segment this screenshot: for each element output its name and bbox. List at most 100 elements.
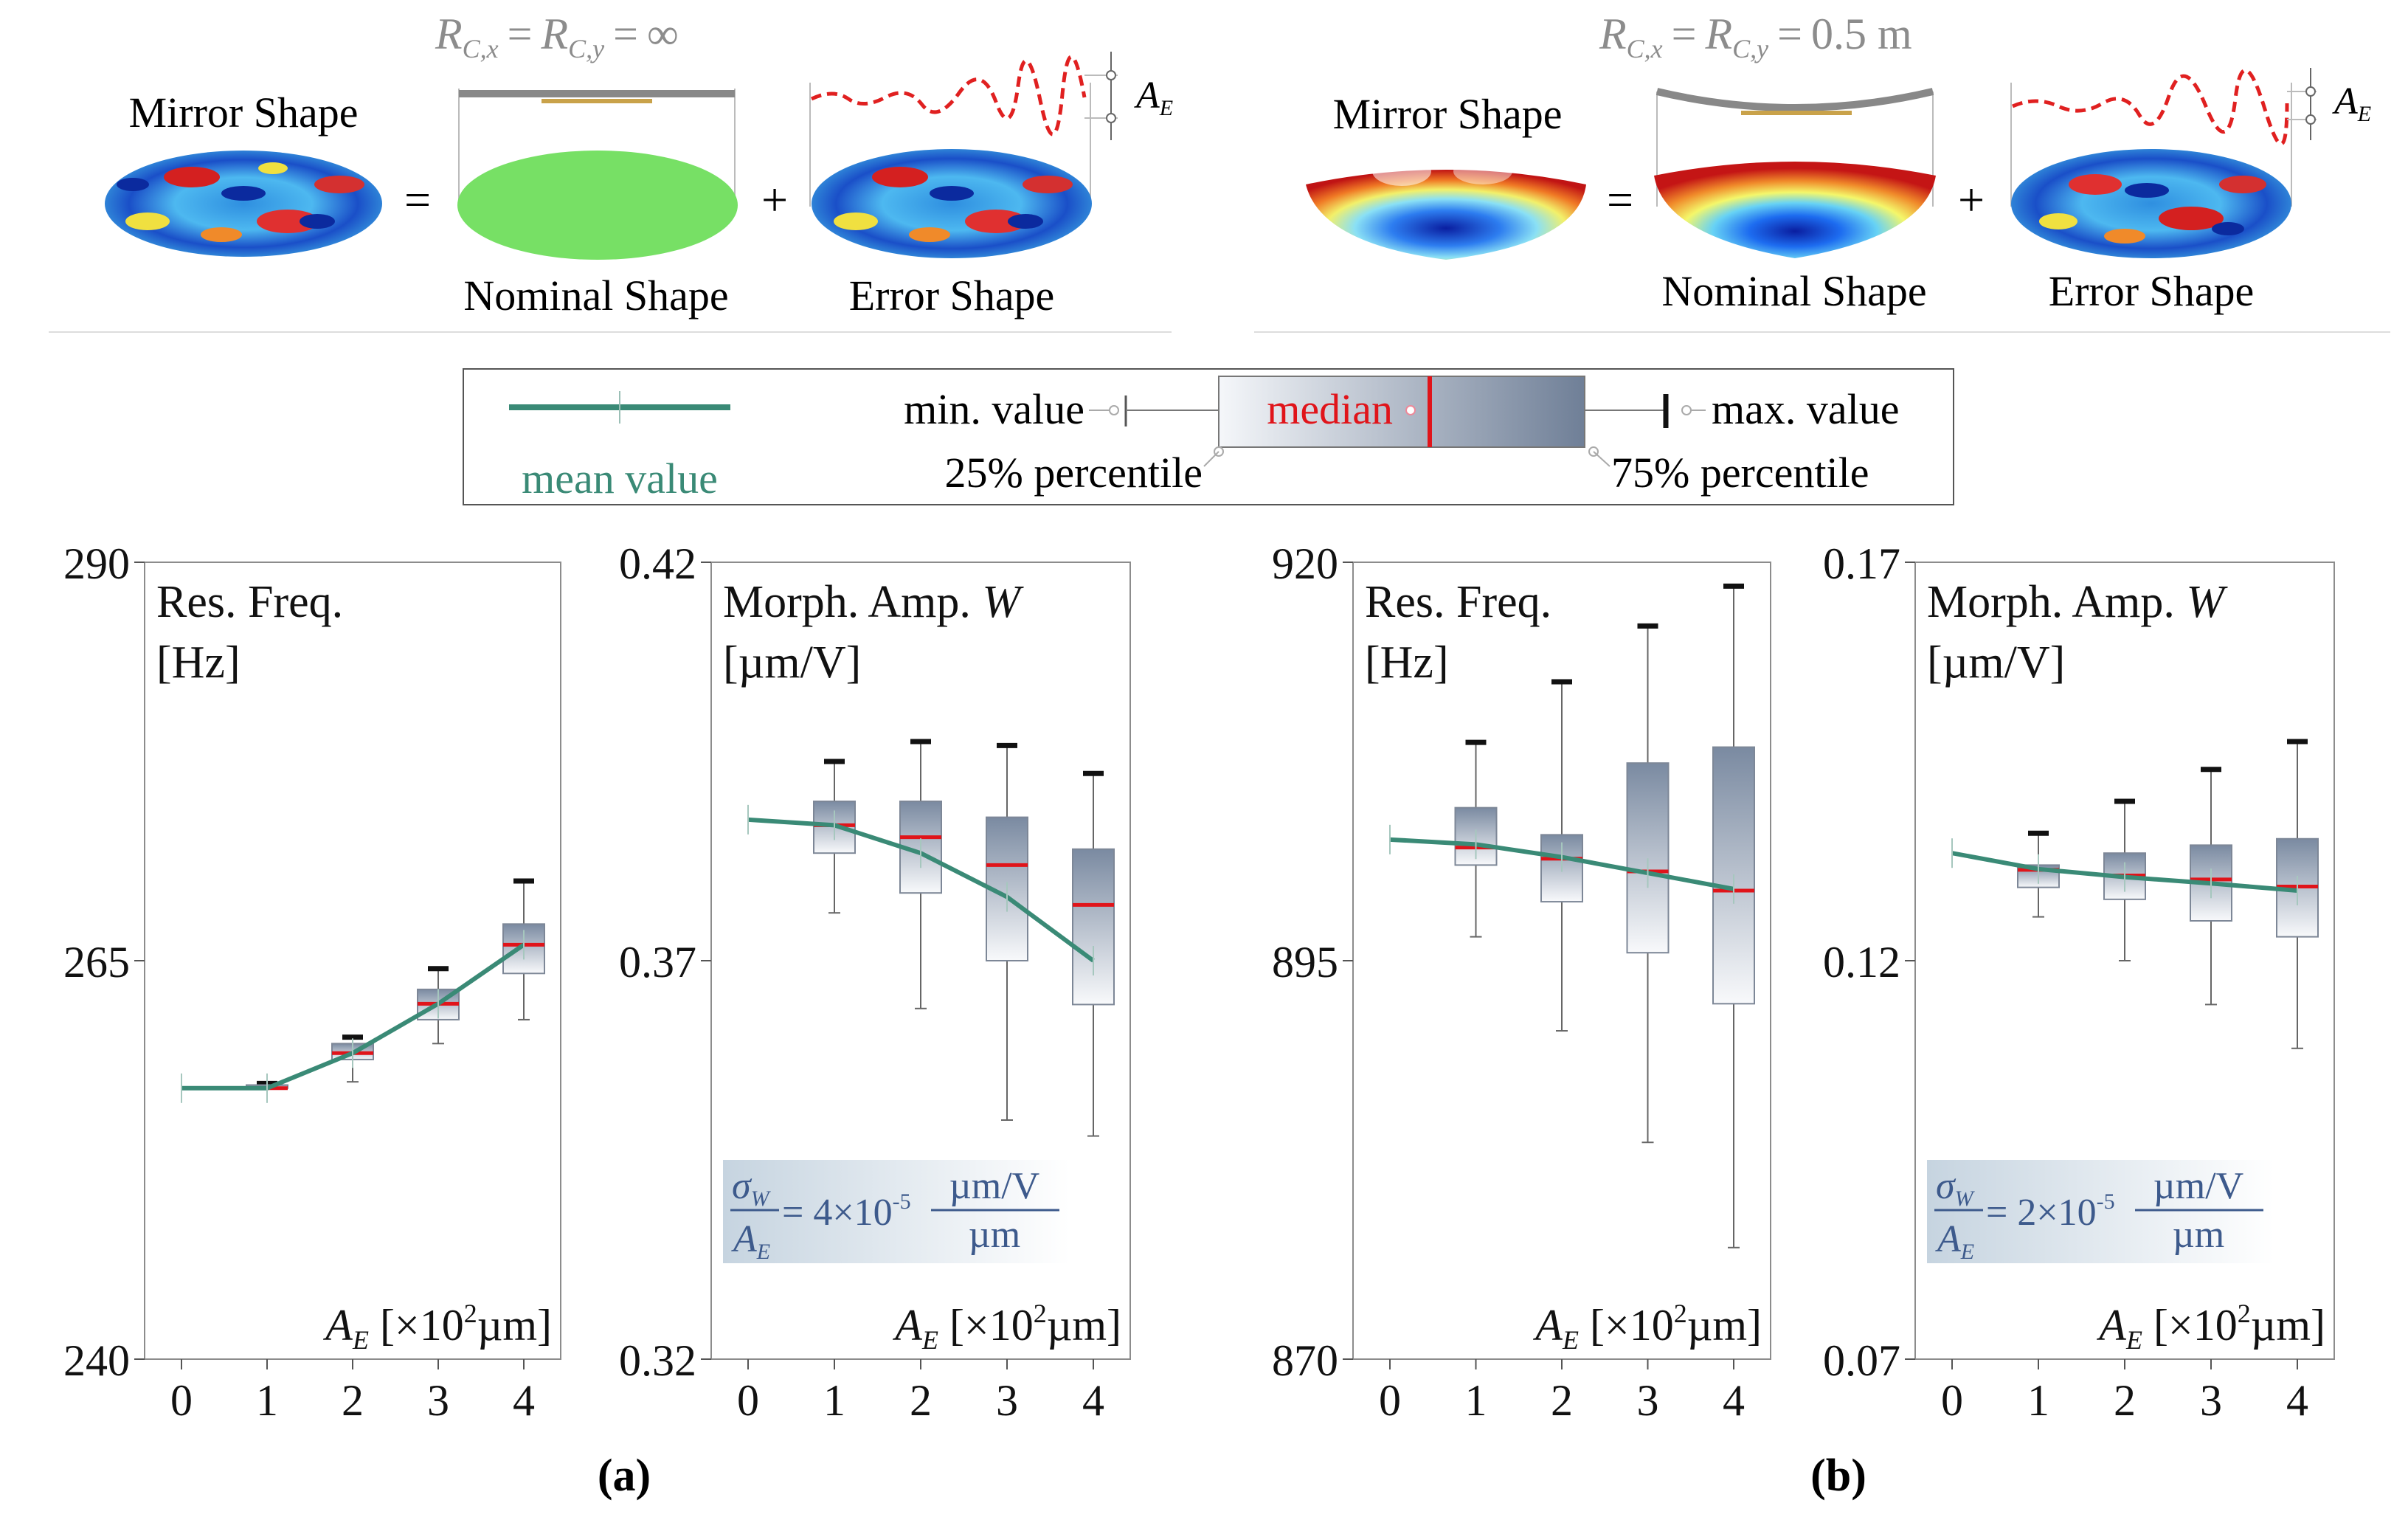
panel-label-a: (a) (598, 1451, 651, 1501)
x-tick-label: 2 (2114, 1376, 2136, 1425)
x-axis-label: AE [×102µm] (322, 1299, 552, 1355)
chart-unit: [Hz] (156, 638, 241, 688)
chart-title: Morph. Amp. W (723, 577, 1024, 627)
chart-unit: [µm/V] (1927, 638, 2065, 688)
sigma-equation: = 4×10-5 (782, 1189, 911, 1234)
y-tick-label: 240 (63, 1336, 130, 1385)
chart-panel-4: 0.07 0.12 0.17 0 1 2 3 4 Morph. Amp. W [µm/V] AE [… (1823, 539, 2335, 1425)
legend-mean-label: mean value (522, 455, 718, 502)
legend-median-label: median (1267, 385, 1393, 433)
y-tick-label: 920 (1272, 539, 1338, 588)
sigma-unit-num: µm/V (2153, 1165, 2243, 1207)
error-shape-b (2010, 68, 2317, 258)
y-tick-label: 895 (1272, 938, 1338, 987)
y-tick-label: 290 (63, 539, 130, 588)
chart-title: Res. Freq. (156, 577, 343, 627)
x-tick-label: 0 (737, 1376, 759, 1425)
sigma-unit-den: µm (969, 1214, 1020, 1256)
sigma-annotation-bg (1927, 1160, 2274, 1263)
schematic-b: RC,x = RC,y = 0.5 m Mirror Shape = Nominal S… (1254, 10, 2390, 333)
legend-p75-label: 75% percentile (1611, 449, 1869, 497)
chart-unit: [µm/V] (723, 638, 861, 688)
y-tick-label: 0.32 (619, 1336, 696, 1385)
x-tick-label: 2 (342, 1376, 364, 1425)
plot-frame (144, 562, 561, 1360)
x-tick-label: 2 (910, 1376, 932, 1425)
plus-a: + (761, 173, 788, 226)
error-shape-label-a: Error Shape (849, 272, 1055, 319)
x-tick-label: 0 (170, 1376, 193, 1425)
x-tick-label: 1 (2027, 1376, 2049, 1425)
schematic-a: RC,x = RC,y = ∞ Mirror Shape = (49, 10, 1173, 333)
chart-panel-1: 240 265 290 0 1 2 3 4 Res. Freq. [Hz] AE [×102µm] (63, 539, 561, 1425)
x-tick-label: 3 (996, 1376, 1018, 1425)
x-tick-label: 2 (1551, 1376, 1573, 1425)
legend-median-dot (1405, 405, 1416, 415)
x-tick-label: 4 (2286, 1376, 2308, 1425)
x-tick-label: 1 (823, 1376, 845, 1425)
mirror-shape-label-b: Mirror Shape (1333, 90, 1563, 138)
x-tick-label: 3 (2200, 1376, 2222, 1425)
legend-min-dot (1109, 405, 1119, 415)
x-axis-label: AE [×102µm] (1532, 1299, 1762, 1355)
y-tick-label: 0.07 (1823, 1336, 1900, 1385)
x-tick-label: 4 (513, 1376, 535, 1425)
sigma-denominator: AE (731, 1218, 770, 1264)
legend-p75-pointer (1593, 451, 1610, 467)
x-tick-label: 1 (256, 1376, 278, 1425)
sigma-numerator: σW (1936, 1165, 1976, 1211)
nominal-shape-label-a: Nominal Shape (463, 272, 728, 319)
legend-p25-label: 25% percentile (945, 449, 1203, 497)
nominal-shape-label-b: Nominal Shape (1661, 267, 1926, 315)
ae-label-a: AE (1134, 75, 1173, 120)
x-tick-label: 1 (1465, 1376, 1487, 1425)
nominal-shape-a (457, 89, 738, 260)
equals-a: = (404, 173, 431, 226)
condition-b: RC,x = RC,y = 0.5 m (1599, 10, 1912, 63)
mirror-shape-label-a: Mirror Shape (129, 89, 359, 137)
error-shape-a (809, 52, 1118, 258)
legend-min-label: min. value (904, 385, 1084, 433)
legend-frame (463, 368, 1954, 505)
x-tick-label: 3 (1637, 1376, 1659, 1425)
y-tick-label: 0.37 (619, 938, 696, 987)
y-tick-label: 0.17 (1823, 539, 1900, 588)
ae-label-b: AE (2332, 80, 2371, 126)
iqr-box (1072, 848, 1115, 1006)
chart-title: Morph. Amp. W (1927, 577, 2228, 627)
sigma-denominator: AE (1935, 1218, 1974, 1264)
chart-title: Res. Freq. (1365, 577, 1551, 627)
y-tick-label: 0.42 (619, 539, 696, 588)
error-shape-label-b: Error Shape (2049, 267, 2255, 315)
mirror-shape-a (105, 151, 382, 257)
legend-max-label: max. value (1712, 385, 1899, 433)
chart-unit: [Hz] (1365, 638, 1449, 688)
panel-label-b: (b) (1810, 1451, 1866, 1501)
plus-b: + (1958, 173, 1985, 226)
iqr-box (1626, 762, 1670, 954)
sigma-unit-num: µm/V (949, 1165, 1039, 1207)
x-tick-label: 4 (1723, 1376, 1745, 1425)
x-tick-label: 4 (1082, 1376, 1104, 1425)
x-axis-label: AE [×102µm] (2096, 1299, 2325, 1355)
y-tick-label: 265 (63, 938, 130, 987)
chart-panel-3: 870 895 920 0 1 2 3 4 Res. Freq. [Hz] AE [×102µm] (1272, 539, 1771, 1425)
x-axis-label: AE [×102µm] (892, 1299, 1121, 1355)
sigma-annotation-bg (723, 1160, 1070, 1263)
x-tick-label: 3 (427, 1376, 449, 1425)
sigma-numerator: σW (732, 1165, 772, 1211)
legend: mean value min. value median max. value … (463, 368, 1954, 505)
legend-p25-pointer (1203, 451, 1219, 467)
sigma-unit-den: µm (2173, 1214, 2224, 1256)
sigma-equation: = 2×10-5 (1986, 1189, 2115, 1234)
equals-b: = (1607, 173, 1633, 226)
x-tick-label: 0 (1379, 1376, 1401, 1425)
y-tick-label: 0.12 (1823, 938, 1900, 987)
x-tick-label: 0 (1941, 1376, 1963, 1425)
nominal-shape-b (1654, 88, 1936, 258)
mirror-shape-b (1306, 156, 1586, 260)
legend-box (1218, 376, 1585, 448)
chart-panel-2: 0.32 0.37 0.42 0 1 2 3 4 Morph. Amp. W [µm/V] AE [… (619, 539, 1131, 1425)
